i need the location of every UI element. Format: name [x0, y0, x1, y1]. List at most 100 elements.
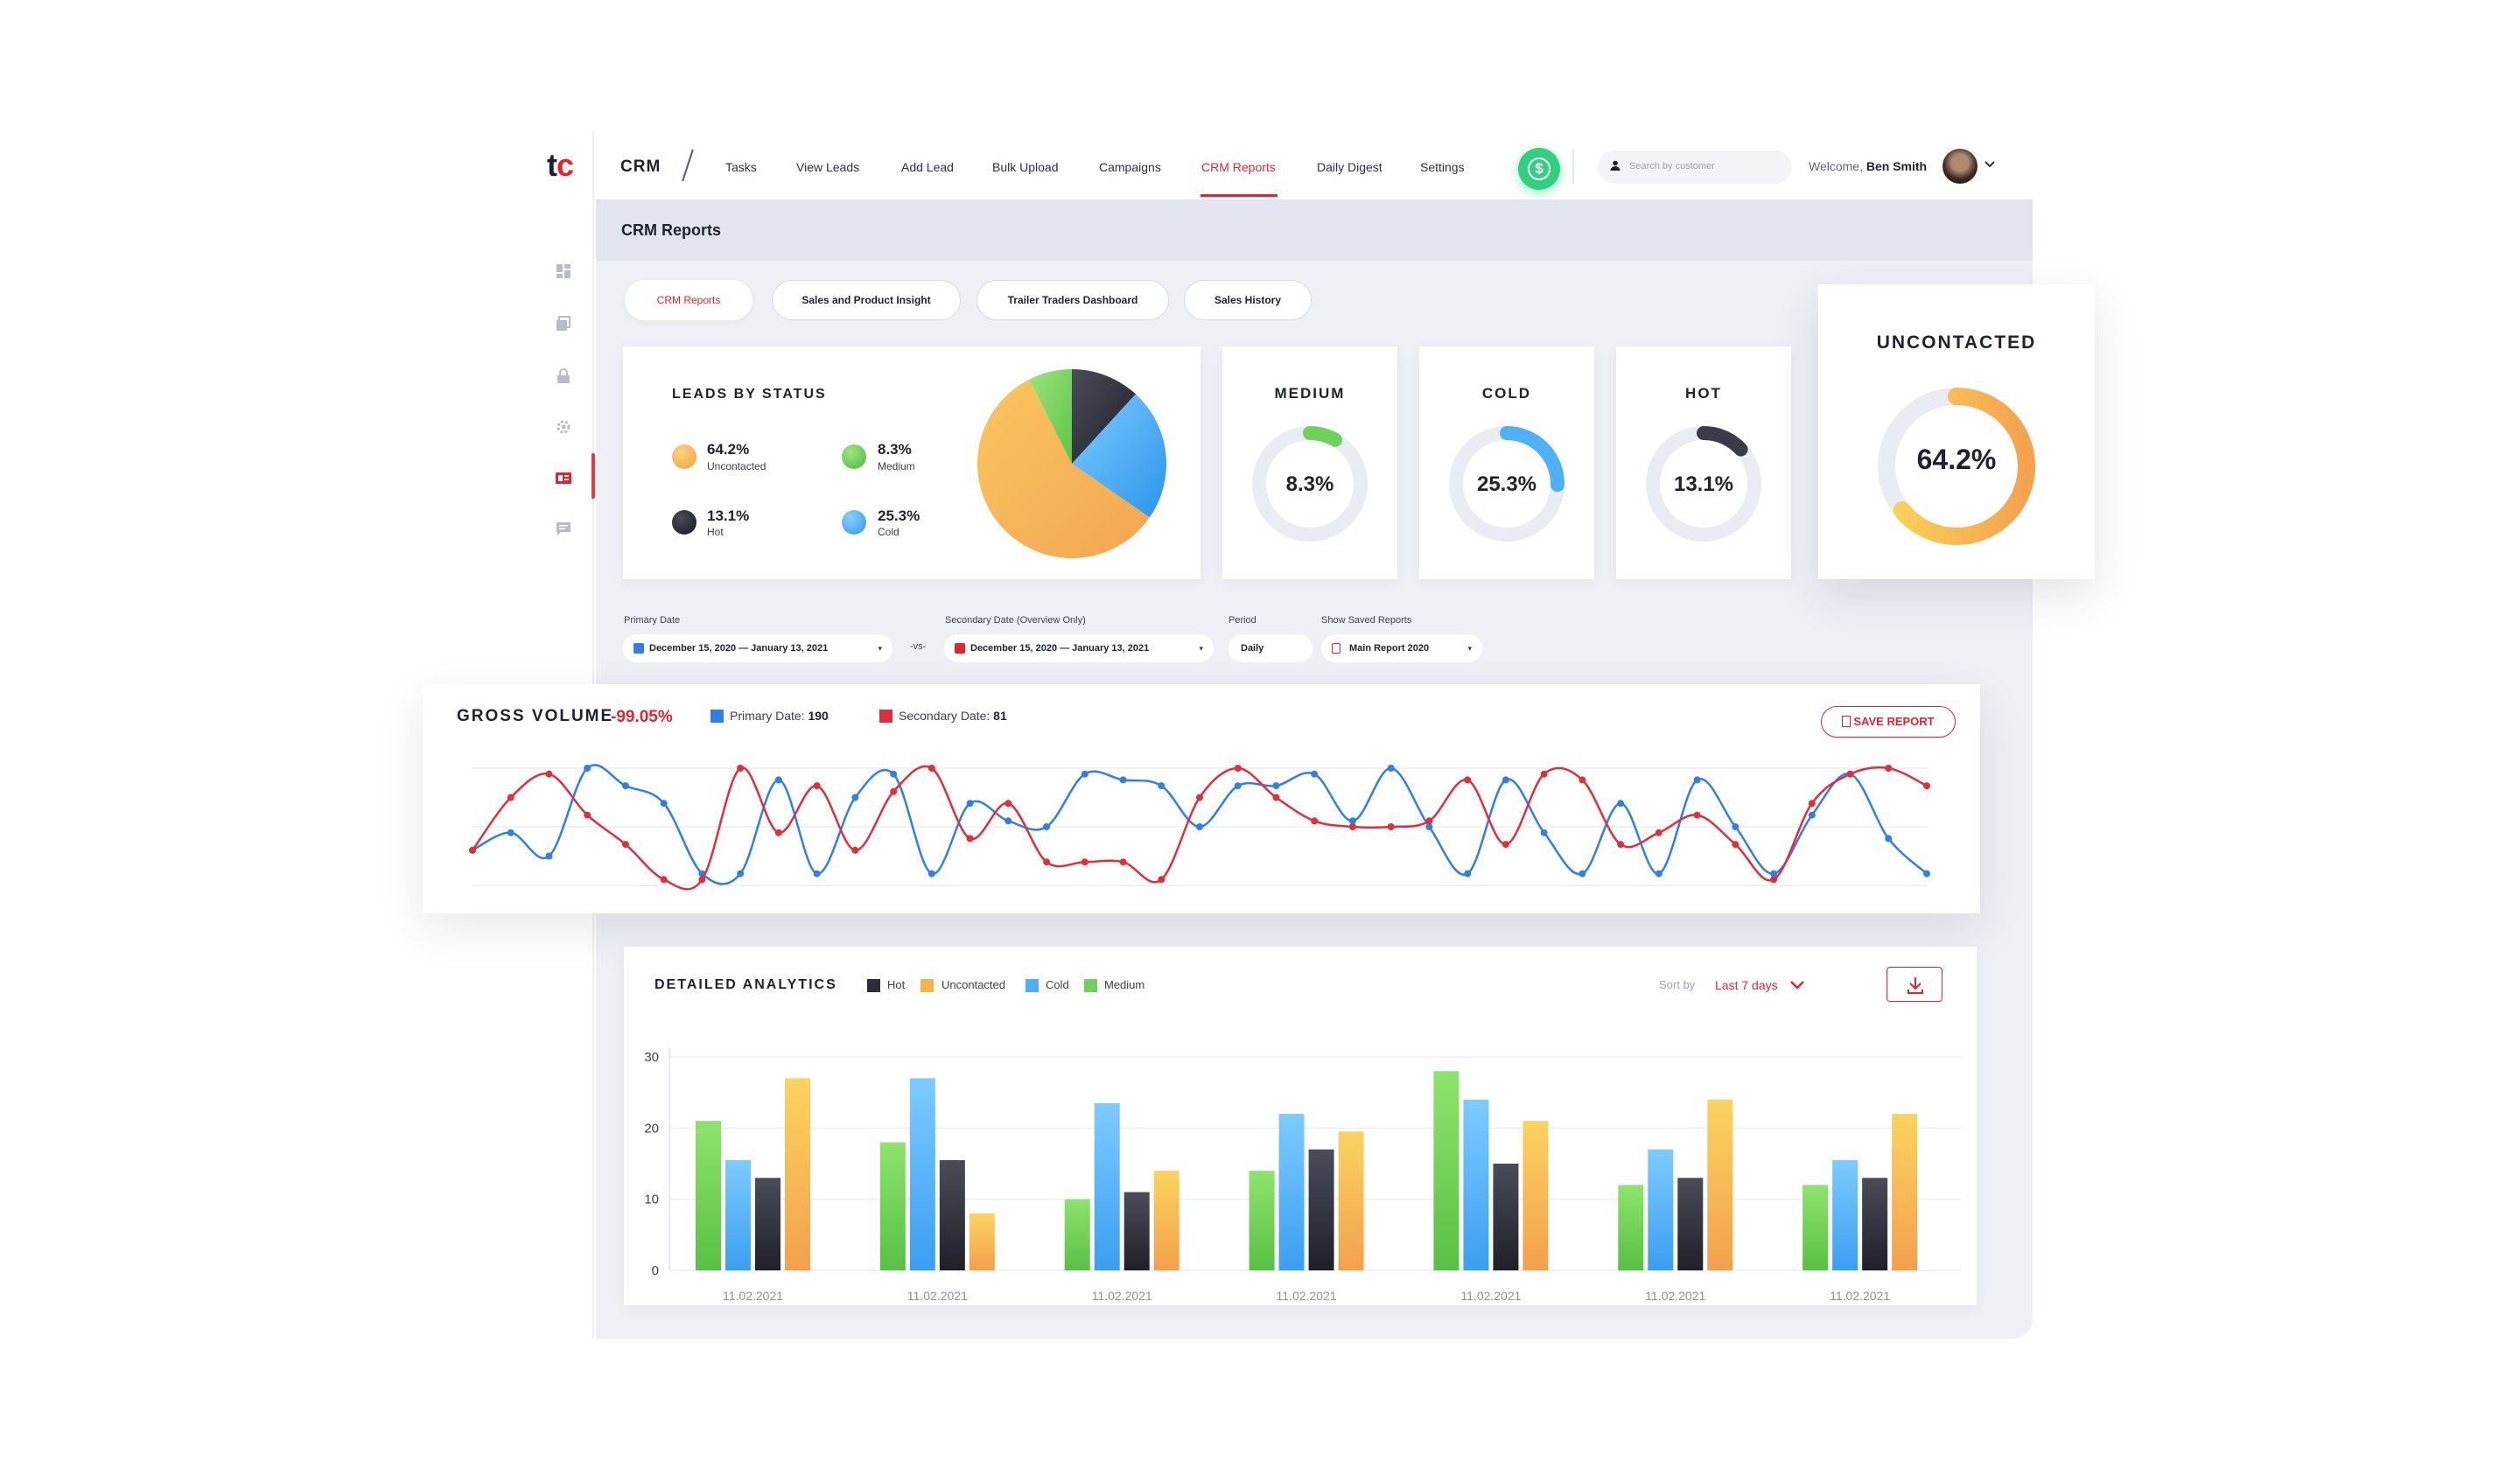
bar-uncontacted [1338, 1131, 1364, 1270]
dollar-button[interactable]: $ [1518, 148, 1560, 190]
leads-by-status-title: LEADS BY STATUS [672, 387, 827, 402]
bar-cold [1832, 1159, 1858, 1270]
line-point [928, 765, 935, 772]
tab-sales-and-product-insight[interactable]: Sales and Product Insight [772, 280, 961, 320]
uncontacted-donut-value: 64.2% [1916, 444, 1997, 475]
medium-dot [842, 444, 866, 469]
line-point [1311, 817, 1319, 825]
bar-cold [1278, 1114, 1305, 1270]
logo[interactable]: tc [547, 147, 574, 183]
nav-campaigns[interactable]: Campaigns [1099, 160, 1161, 174]
download-button[interactable] [1886, 967, 1942, 1002]
x-tick-label: 11.02.2021 [907, 1289, 968, 1303]
line-point [1885, 765, 1893, 772]
bar-hot [1308, 1149, 1334, 1270]
chat-icon[interactable] [555, 520, 572, 537]
line-point [1348, 823, 1356, 830]
nav-crm-reports[interactable]: CRM Reports [1201, 160, 1276, 174]
saved-reports-value: Main Report 2020 [1349, 643, 1430, 654]
line-point [1923, 782, 1930, 790]
cold-donut [1449, 426, 1564, 542]
bar-hot [1493, 1164, 1519, 1270]
saved-reports-select[interactable]: Main Report 2020 ▾ [1321, 634, 1482, 662]
line-point [1158, 782, 1166, 790]
tab-crm-reports[interactable]: CRM Reports [625, 280, 752, 320]
bar-medium [1618, 1185, 1644, 1270]
calendar-icon [634, 643, 644, 654]
donut-arc [1449, 426, 1564, 542]
nav-view-leads[interactable]: View Leads [796, 160, 860, 174]
secondary-date-select[interactable]: December 15, 2020 — January 13, 2021 ▾ [944, 634, 1214, 662]
line-point [1425, 817, 1433, 825]
line-point [1808, 800, 1816, 808]
line-point [1732, 823, 1740, 830]
hot-value: 13.1% [707, 507, 750, 524]
line-point [1081, 858, 1088, 866]
detailed-analytics-bar-chart: 0 10 20 30 11.02.2021 11.02.2021 11.02.2021 11.… [644, 1048, 1961, 1303]
primary-date-select[interactable]: December 15, 2020 — January 13, 2021 ▾ [623, 634, 892, 662]
line-point [1272, 794, 1280, 801]
nav-bulk-upload[interactable]: Bulk Upload [992, 160, 1059, 174]
line-point [813, 782, 821, 790]
line-point [1272, 782, 1280, 790]
bar-medium [1064, 1199, 1090, 1270]
y-tick-label: 30 [644, 1050, 659, 1065]
copy-icon[interactable] [555, 315, 572, 332]
report-icon[interactable] [555, 469, 572, 486]
sort-select[interactable]: Last 7 days [1715, 978, 1806, 992]
secondary-date-label: Secondary Date (Overview Only) [945, 615, 1086, 626]
line-point [1158, 876, 1166, 884]
line-point [1540, 829, 1548, 836]
line-point [584, 811, 592, 819]
line-point [966, 800, 974, 808]
cold-dot [842, 510, 866, 535]
bar-cold [1094, 1102, 1120, 1270]
gross-volume-title: GROSS VOLUME [457, 707, 614, 725]
line-point [660, 800, 668, 808]
caret-down-icon: ▾ [1199, 644, 1203, 653]
pie-slice-hot [1072, 369, 1136, 464]
bar-cold [1463, 1099, 1489, 1270]
line-point [1502, 841, 1509, 849]
chevron-down-icon[interactable] [1984, 157, 1996, 172]
nav-daily-digest[interactable]: Daily Digest [1317, 160, 1382, 174]
tab-sales-history[interactable]: Sales History [1184, 280, 1312, 320]
secondary-legend-swatch [879, 710, 892, 723]
line-point [469, 846, 476, 854]
header-divider [1572, 149, 1574, 184]
save-report-button[interactable]: SAVE REPORT [1821, 706, 1956, 738]
leads-pie-chart [977, 369, 1166, 558]
cold-donut-title: COLD [1481, 385, 1532, 402]
avatar[interactable] [1942, 149, 1978, 184]
line-point [1655, 870, 1662, 878]
nav-add-lead[interactable]: Add Lead [901, 160, 954, 174]
hot-donut-value: 13.1% [1673, 472, 1734, 496]
line-point [1464, 870, 1472, 878]
line-point [1770, 870, 1778, 878]
line-point [1196, 823, 1203, 830]
line-point [774, 776, 782, 784]
line-point [621, 841, 629, 849]
medium-legend-label: Medium [1104, 978, 1145, 991]
lock-icon[interactable] [555, 367, 572, 385]
y-tick-label: 20 [644, 1121, 659, 1136]
search-input[interactable]: Search by customer [1598, 150, 1792, 184]
period-select[interactable]: Daily [1228, 634, 1312, 662]
vs-label: -vs- [910, 641, 927, 652]
line-point [890, 787, 898, 795]
chevron-down-icon [1789, 981, 1804, 990]
user-icon [1610, 160, 1622, 172]
nav-tasks[interactable]: Tasks [725, 160, 757, 174]
bar-medium [1802, 1185, 1829, 1270]
medium-donut-title: MEDIUM [1274, 385, 1346, 402]
dashboard-icon[interactable] [555, 262, 572, 280]
gear-icon[interactable] [555, 418, 572, 436]
line-point [928, 870, 935, 878]
line-point [1846, 770, 1854, 778]
bar-medium [1249, 1171, 1275, 1270]
y-tick-label: 0 [652, 1263, 659, 1278]
medium-value: 8.3% [878, 441, 912, 458]
nav-settings[interactable]: Settings [1420, 160, 1465, 174]
line-point [507, 829, 514, 836]
tab-trailer-traders-dashboard[interactable]: Trailer Traders Dashboard [976, 280, 1169, 320]
